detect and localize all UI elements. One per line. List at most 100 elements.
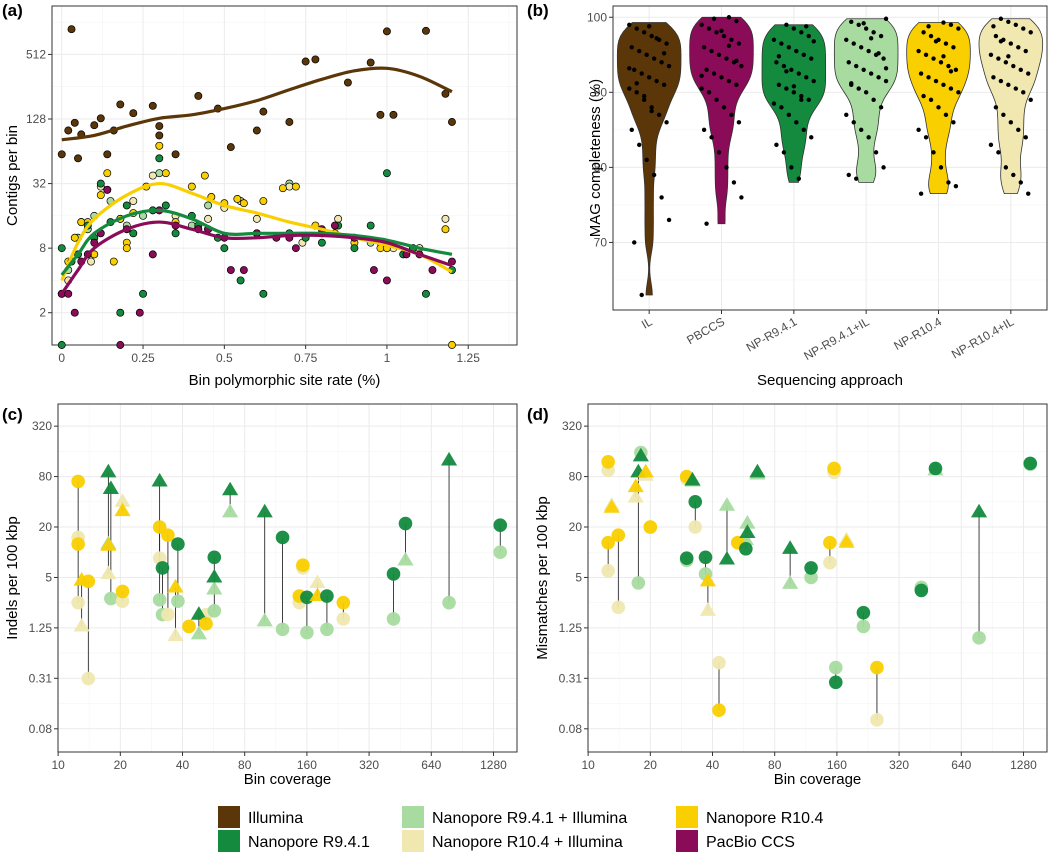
data-point [709,135,714,140]
panel-a: 2 8 32 128 512 0 0.25 0.5 0.75 1 1.25 Bin polymorph… [2,1,518,389]
data-point [448,118,456,126]
data-point [844,37,849,42]
data-point [854,176,859,181]
data-point [122,201,131,210]
data-point [771,37,777,42]
data-point [70,118,79,127]
raw-point [698,550,713,565]
data-point [1021,26,1026,31]
raw-point [718,550,736,565]
data-point [883,16,889,21]
data-point [220,244,229,253]
data-point [736,120,742,125]
data-point [116,308,125,317]
x-tick-label: 640 [421,758,441,772]
data-point [116,100,125,109]
raw-point [386,567,401,581]
data-point [161,201,170,210]
y-tick-label: 320 [32,419,52,433]
data-point [629,45,634,50]
polished-point [152,593,167,607]
data-point [796,71,802,76]
data-point [661,82,667,88]
data-point [389,110,398,119]
polished-point [856,619,871,634]
data-point [729,112,734,118]
data-point [226,266,235,274]
data-point [921,93,926,99]
data-point [70,308,79,317]
polished-point [206,580,223,595]
data-point [139,289,147,298]
data-point [809,56,814,61]
data-point [664,120,669,125]
x-tick-label: IL [639,314,655,331]
data-point [846,172,851,178]
x-axis-title: Bin coverage [774,771,862,788]
panel-d: 0.08 0.31 1.25 5 20 80 320 10 20 40 80 160 320 640 128… [527,403,1048,788]
data-point [629,127,634,133]
data-point [948,86,954,91]
data-point [873,150,879,155]
data-point [1018,180,1023,185]
polished-point [739,515,756,529]
y-axis-title: Contigs per bin [4,125,21,226]
x-tick-label: 0 [58,351,65,365]
raw-point [320,589,334,603]
data-point [988,142,994,148]
data-point [109,257,118,266]
data-point [951,45,956,50]
data-point [1008,41,1014,46]
data-point [714,97,719,103]
data-point [933,39,939,44]
polished-point [207,603,222,618]
data-point [719,75,724,80]
data-point [1018,67,1023,73]
data-point [948,22,954,27]
x-tick-label: 80 [768,758,782,772]
data-point [1011,63,1016,69]
data-point [931,150,936,155]
raw-point [256,503,273,518]
data-point [881,165,886,170]
polished-point [167,627,184,642]
raw-point [336,595,351,610]
data-point [734,58,739,63]
data-point [441,214,450,223]
data-point [116,341,125,349]
data-point [701,45,707,50]
polished-point [336,612,351,626]
data-point [259,197,268,205]
data-point [774,60,779,65]
raw-point [611,528,626,542]
legend-label: Nanopore R10.4 + Illumina [432,834,623,851]
trend-line [60,208,453,276]
data-point [716,52,722,57]
data-point [701,127,707,133]
legend-swatch [402,806,424,828]
data-point [996,150,1001,155]
raw-point [627,478,644,493]
data-point [646,75,652,80]
data-point [129,197,138,205]
data-point [103,185,112,194]
plot-frame [612,5,1048,311]
data-point [861,67,866,73]
data-point [791,90,797,95]
data-point [634,81,639,86]
x-tick-label: 1280 [480,758,507,772]
raw-point [114,502,131,517]
data-point [739,195,744,200]
data-point [928,33,934,39]
data-point [204,214,213,223]
data-point [641,93,647,99]
data-point [794,48,799,54]
data-point [87,257,95,266]
data-point [956,26,961,31]
data-point [881,56,886,61]
polished-point [828,660,843,675]
data-point [724,165,729,170]
data-point [285,118,294,126]
data-point [627,86,632,91]
y-tick-label: 0.08 [29,722,53,736]
